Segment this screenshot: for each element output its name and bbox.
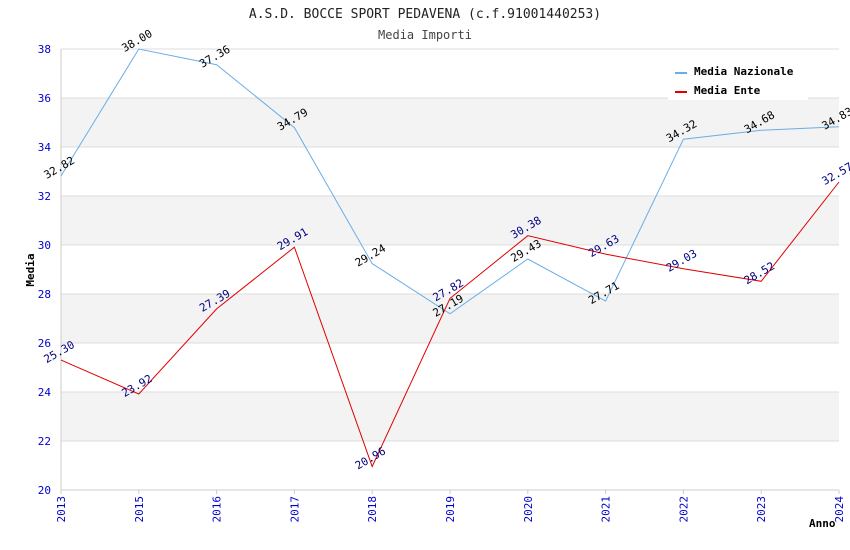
legend-label-media-ente: Media Ente: [694, 84, 761, 97]
x-tick-label: 2024: [833, 496, 846, 523]
y-tick-label: 22: [38, 435, 51, 448]
y-tick-label: 28: [38, 288, 51, 301]
y-tick-label: 32: [38, 190, 51, 203]
x-tick-label: 2019: [444, 496, 457, 523]
series-line-media-ente: [60, 181, 840, 468]
legend-label-media-nazionale: Media Nazionale: [694, 65, 794, 78]
data-label-media-ente: 20.96: [353, 445, 388, 473]
x-tick-label: 2017: [288, 496, 301, 523]
x-axis-label: Anno: [809, 517, 836, 530]
chart-title: A.S.D. BOCCE SPORT PEDAVENA (c.f.9100144…: [249, 7, 601, 22]
data-label-media-nazionale: 37.36: [197, 43, 232, 71]
y-tick-label: 38: [38, 43, 51, 56]
y-tick-label: 24: [38, 386, 52, 399]
grid-bands: [61, 98, 839, 441]
series-lines: [60, 48, 840, 468]
x-tick-label: 2015: [133, 496, 146, 523]
grid-band: [61, 392, 839, 441]
x-tick-label: 2023: [755, 496, 768, 523]
x-tick-label: 2022: [677, 496, 690, 523]
grid-band: [61, 294, 839, 343]
grid-band: [61, 98, 839, 147]
y-tick-label: 30: [38, 239, 51, 252]
data-label-media-ente: 28.52: [742, 259, 777, 287]
x-tick-label: 2020: [522, 496, 535, 523]
y-tick-label: 20: [38, 484, 51, 497]
y-axis-label: Media: [24, 253, 37, 286]
x-tick-label: 2021: [600, 496, 613, 523]
y-tick-label: 34: [38, 141, 52, 154]
data-label-media-nazionale: 29.24: [353, 241, 389, 269]
grid-band: [61, 196, 839, 245]
y-tick-labels: 20 22 24 26 28 30 32 34 36 38: [38, 43, 52, 497]
y-tick-label: 26: [38, 337, 51, 350]
x-tick-labels: 2013 2015 2016 2017 2018 2019 2020 2021 2022 2023…: [55, 490, 846, 523]
grid-lines: [61, 48, 839, 491]
legend: Media Nazionale Media Ente: [668, 60, 808, 100]
series-line-media-nazionale: [60, 48, 840, 315]
y-tick-label: 36: [38, 92, 51, 105]
x-tick-label: 2016: [211, 496, 224, 523]
x-tick-label: 2018: [366, 496, 379, 523]
legend-background: [668, 60, 808, 100]
x-tick-label: 2013: [55, 496, 68, 523]
data-label-media-ente: 32.57: [820, 160, 850, 188]
data-label-media-nazionale: 32.82: [42, 154, 77, 182]
chart-subtitle: Media Importi: [378, 28, 472, 42]
